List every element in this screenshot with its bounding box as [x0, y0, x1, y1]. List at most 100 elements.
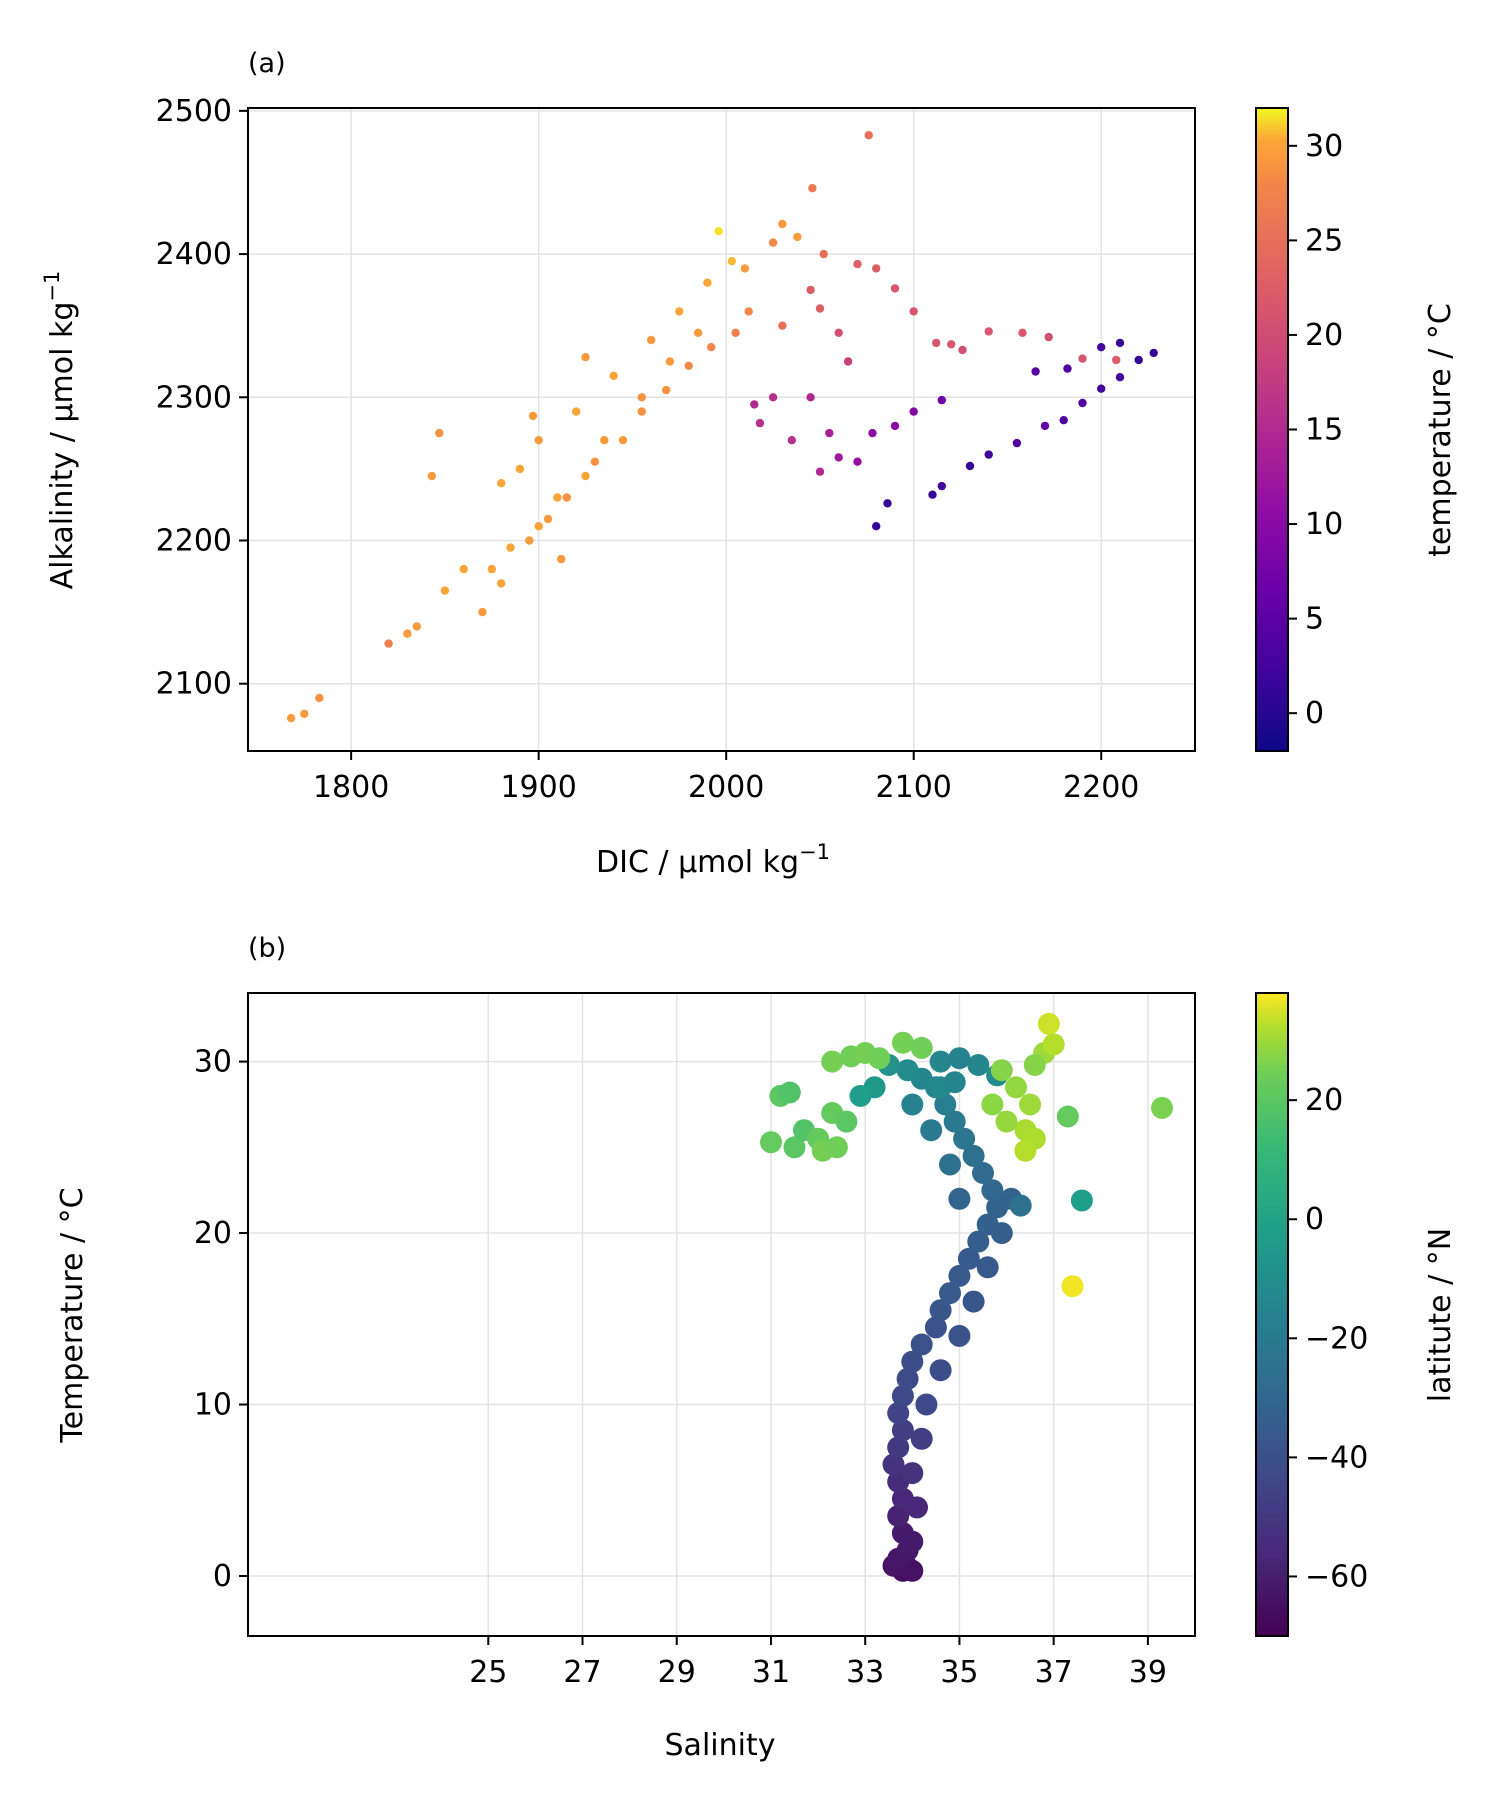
data-point: [835, 1110, 858, 1133]
x-tick-label: 35: [940, 1655, 978, 1690]
data-point: [783, 1136, 806, 1159]
data-point: [1059, 416, 1068, 425]
data-point: [872, 264, 881, 273]
data-point: [883, 499, 892, 508]
panel-b-frame: [247, 992, 1196, 1637]
panel-b-colorbar-label: latitute / °N: [1423, 1228, 1458, 1402]
data-point: [1078, 354, 1087, 363]
data-point: [1056, 1105, 1079, 1128]
panel-b-grid: [248, 993, 1195, 1636]
data-point: [1061, 1275, 1084, 1298]
data-point: [727, 257, 736, 266]
data-point: [1042, 1033, 1065, 1056]
panel-b-label: (b): [248, 933, 286, 964]
data-point: [868, 1047, 891, 1070]
data-point: [920, 1119, 943, 1142]
data-point: [924, 1316, 947, 1339]
data-point: [740, 264, 750, 273]
data-point: [887, 1402, 910, 1425]
panel-b: (b) 25 27 29 31 33 35 37 39 0 10 20 30 Salinity Tem…: [55, 933, 1458, 1763]
panel-a: (a) 1800 1900 2000 2100 2200 2100 2200 2300 2400…: [40, 48, 1458, 880]
y-tick-label: 0: [213, 1559, 232, 1594]
data-point: [939, 1282, 961, 1305]
data-point: [825, 428, 834, 438]
data-point: [609, 371, 618, 380]
data-point: [703, 278, 712, 287]
x-tick-label: 33: [846, 1655, 884, 1690]
data-point: [806, 393, 815, 402]
data-point: [948, 1324, 971, 1347]
data-point: [1012, 438, 1022, 448]
data-point: [891, 1419, 914, 1442]
data-point: [821, 1050, 844, 1073]
data-point: [896, 1059, 919, 1082]
data-point: [528, 411, 538, 421]
y-tick-label: 2300: [156, 380, 232, 415]
data-point: [384, 639, 393, 648]
x-tick-label: 1800: [313, 770, 389, 805]
data-point: [943, 1110, 966, 1133]
data-point: [928, 490, 937, 499]
data-point: [843, 357, 853, 366]
data-point: [707, 343, 716, 352]
panel-a-colorbar-ticks: 0 5 10 15 20 25 30: [1288, 129, 1343, 731]
data-point: [590, 457, 600, 466]
data-point: [675, 307, 684, 316]
data-point: [984, 327, 993, 336]
data-point: [939, 1153, 961, 1176]
panel-a-colorbar-label: temperature / °C: [1423, 303, 1458, 557]
data-point: [834, 328, 843, 337]
y-tick-label: 10: [194, 1388, 232, 1423]
data-point: [562, 493, 571, 502]
data-point: [778, 219, 787, 229]
data-point: [684, 361, 693, 370]
y-tick-label: 2100: [156, 667, 232, 702]
panel-a-label: (a): [248, 48, 286, 79]
data-point: [1023, 1054, 1046, 1076]
data-point: [958, 345, 967, 355]
data-point: [1044, 332, 1053, 342]
data-point: [934, 1093, 957, 1116]
x-tick-label: 29: [658, 1655, 696, 1690]
y-tick-label: 2500: [156, 94, 232, 129]
panel-a-ticks: 1800 1900 2000 2100 2200 2100 2200 2300 2400 2500: [156, 94, 1140, 805]
data-point: [948, 1264, 971, 1287]
data-point: [976, 1256, 999, 1279]
colorbar-tick-label: 25: [1305, 223, 1343, 258]
panel-b-colorbar-ticks: −60 −40 −20 0 20: [1288, 1083, 1368, 1594]
colorbar-tick-label: 20: [1305, 1083, 1343, 1118]
colorbar-tick-label: 0: [1305, 696, 1324, 731]
data-point: [887, 1436, 910, 1459]
panel-b-ylabel: Temperature / °C: [55, 1187, 90, 1443]
data-point: [1005, 1076, 1027, 1099]
data-point: [868, 428, 877, 438]
data-point: [1112, 355, 1121, 365]
panel-a-xlabel: DIC / µmol kg−1: [596, 840, 830, 880]
data-point: [806, 285, 815, 295]
data-point: [637, 393, 646, 402]
data-point: [909, 307, 918, 316]
colorbar-tick-label: 15: [1305, 413, 1343, 448]
panel-b-points: [760, 1012, 1173, 1582]
data-point: [497, 579, 506, 588]
data-point: [637, 407, 646, 416]
panel-a-grid: [248, 108, 1195, 751]
data-point: [768, 238, 778, 247]
data-point: [665, 357, 675, 366]
data-point: [459, 564, 468, 574]
data-point: [1018, 328, 1027, 337]
data-point: [1078, 398, 1087, 408]
x-tick-label: 27: [563, 1655, 601, 1690]
colorbar-tick-label: 10: [1305, 507, 1343, 542]
panel-a-frame: [247, 107, 1196, 752]
data-point: [953, 1127, 976, 1150]
colorbar-tick-label: 5: [1305, 602, 1324, 637]
data-point: [618, 436, 628, 445]
data-point: [1097, 343, 1106, 352]
data-point: [929, 1299, 952, 1322]
data-point: [1115, 338, 1125, 348]
data-point: [853, 259, 862, 269]
y-tick-label: 20: [194, 1216, 232, 1251]
data-point: [427, 471, 436, 481]
